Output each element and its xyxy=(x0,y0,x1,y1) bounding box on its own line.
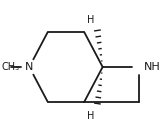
Text: N: N xyxy=(25,62,34,72)
Text: NH: NH xyxy=(144,62,161,72)
Text: H: H xyxy=(87,15,94,25)
Text: H: H xyxy=(87,111,94,121)
Text: CH₃: CH₃ xyxy=(2,62,20,72)
